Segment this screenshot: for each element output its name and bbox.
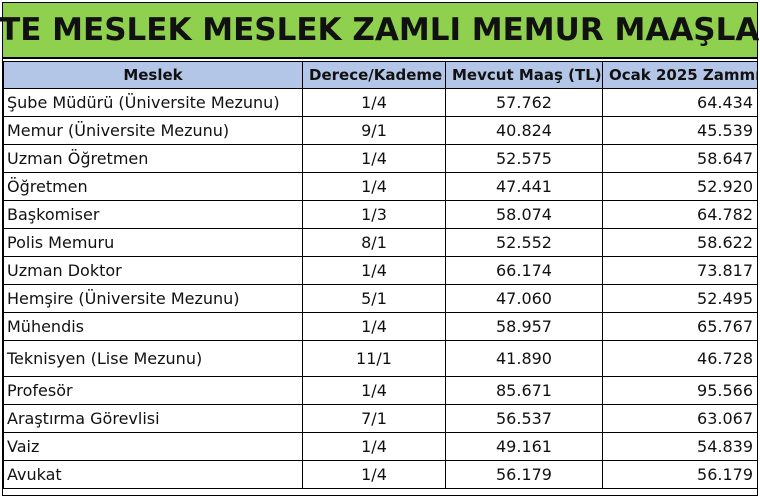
cell-mevcut: 47.060 xyxy=(445,284,603,313)
cell-meslek: Profesör xyxy=(3,376,303,405)
cell-ocak: 58.647 xyxy=(602,144,758,173)
cell-meslek: Uzman Doktor xyxy=(3,256,303,285)
cell-ocak: 65.767 xyxy=(602,312,758,341)
table-row: Başkomiser 1/3 58.074 64.782 xyxy=(3,200,758,229)
cell-ocak: 64.434 xyxy=(602,88,758,117)
table-row: Memur (Üniversite Mezunu) 9/1 40.824 45.… xyxy=(3,116,758,145)
table-row: Hemşire (Üniversite Mezunu) 5/1 47.060 5… xyxy=(3,284,758,313)
cell-meslek: Hemşire (Üniversite Mezunu) xyxy=(3,284,303,313)
table-row: Profesör 1/4 85.671 95.566 xyxy=(3,376,758,405)
table-row: Vaiz 1/4 49.161 54.839 xyxy=(3,432,758,461)
cell-derece: 5/1 xyxy=(302,284,446,313)
cell-derece: 1/4 xyxy=(302,432,446,461)
table-row: Teknisyen (Lise Mezunu) 11/1 41.890 46.7… xyxy=(3,340,758,377)
table-row: Polis Memuru 8/1 52.552 58.622 xyxy=(3,228,758,257)
cell-meslek: Avukat xyxy=(3,460,303,489)
cell-meslek: Vaiz xyxy=(3,432,303,461)
cell-derece: 1/4 xyxy=(302,376,446,405)
header-meslek: Meslek xyxy=(3,61,303,89)
cell-mevcut: 58.957 xyxy=(445,312,603,341)
cell-derece: 1/4 xyxy=(302,312,446,341)
cell-derece: 1/4 xyxy=(302,88,446,117)
cell-meslek: Uzman Öğretmen xyxy=(3,144,303,173)
cell-derece: 1/4 xyxy=(302,256,446,285)
cell-mevcut: 52.575 xyxy=(445,144,603,173)
cell-meslek: Başkomiser xyxy=(3,200,303,229)
cell-ocak: 45.539 xyxy=(602,116,758,145)
page-title: İŞTE MESLEK MESLEK ZAMLI MEMUR MAAŞLARI xyxy=(0,3,760,59)
cell-mevcut: 47.441 xyxy=(445,172,603,201)
table-row: Araştırma Görevlisi 7/1 56.537 63.067 xyxy=(3,404,758,433)
cell-meslek: Polis Memuru xyxy=(3,228,303,257)
cell-meslek: Teknisyen (Lise Mezunu) xyxy=(3,340,303,377)
cell-derece: 11/1 xyxy=(302,340,446,377)
header-derece: Derece/Kademe xyxy=(302,61,446,89)
cell-ocak: 63.067 xyxy=(602,404,758,433)
cell-ocak: 95.566 xyxy=(602,376,758,405)
cell-mevcut: 57.762 xyxy=(445,88,603,117)
header-ocak: Ocak 2025 Zammı xyxy=(602,61,758,89)
cell-ocak: 73.817 xyxy=(602,256,758,285)
cell-ocak: 46.728 xyxy=(602,340,758,377)
cell-mevcut: 40.824 xyxy=(445,116,603,145)
table-row: Uzman Doktor 1/4 66.174 73.817 xyxy=(3,256,758,285)
cell-derece: 9/1 xyxy=(302,116,446,145)
cell-derece: 1/4 xyxy=(302,144,446,173)
cell-mevcut: 56.537 xyxy=(445,404,603,433)
table-row: Öğretmen 1/4 47.441 52.920 xyxy=(3,172,758,201)
cell-derece: 7/1 xyxy=(302,404,446,433)
cell-meslek: Öğretmen xyxy=(3,172,303,201)
table-row: Uzman Öğretmen 1/4 52.575 58.647 xyxy=(3,144,758,173)
header-mevcut: Mevcut Maaş (TL) xyxy=(445,61,603,89)
table-row: Mühendis 1/4 58.957 65.767 xyxy=(3,312,758,341)
table-row: Şube Müdürü (Üniversite Mezunu) 1/4 57.7… xyxy=(3,88,758,117)
cell-derece: 8/1 xyxy=(302,228,446,257)
cell-ocak: 52.920 xyxy=(602,172,758,201)
cell-ocak: 52.495 xyxy=(602,284,758,313)
cell-ocak: 54.839 xyxy=(602,432,758,461)
cell-ocak: 56.179 xyxy=(602,460,758,489)
cell-derece: 1/4 xyxy=(302,172,446,201)
cell-mevcut: 41.890 xyxy=(445,340,603,377)
cell-ocak: 64.782 xyxy=(602,200,758,229)
cell-derece: 1/4 xyxy=(302,460,446,489)
cell-mevcut: 56.179 xyxy=(445,460,603,489)
cell-mevcut: 49.161 xyxy=(445,432,603,461)
cell-mevcut: 52.552 xyxy=(445,228,603,257)
cell-meslek: Araştırma Görevlisi xyxy=(3,404,303,433)
salary-table: Meslek Derece/Kademe Mevcut Maaş (TL) Oc… xyxy=(3,61,758,489)
cell-meslek: Mühendis xyxy=(3,312,303,341)
cell-meslek: Şube Müdürü (Üniversite Mezunu) xyxy=(3,88,303,117)
header-row: Meslek Derece/Kademe Mevcut Maaş (TL) Oc… xyxy=(3,61,758,89)
cell-mevcut: 85.671 xyxy=(445,376,603,405)
table-row: Avukat 1/4 56.179 56.179 xyxy=(3,460,758,489)
cell-mevcut: 58.074 xyxy=(445,200,603,229)
cell-derece: 1/3 xyxy=(302,200,446,229)
cell-mevcut: 66.174 xyxy=(445,256,603,285)
cell-meslek: Memur (Üniversite Mezunu) xyxy=(3,116,303,145)
cell-ocak: 58.622 xyxy=(602,228,758,257)
